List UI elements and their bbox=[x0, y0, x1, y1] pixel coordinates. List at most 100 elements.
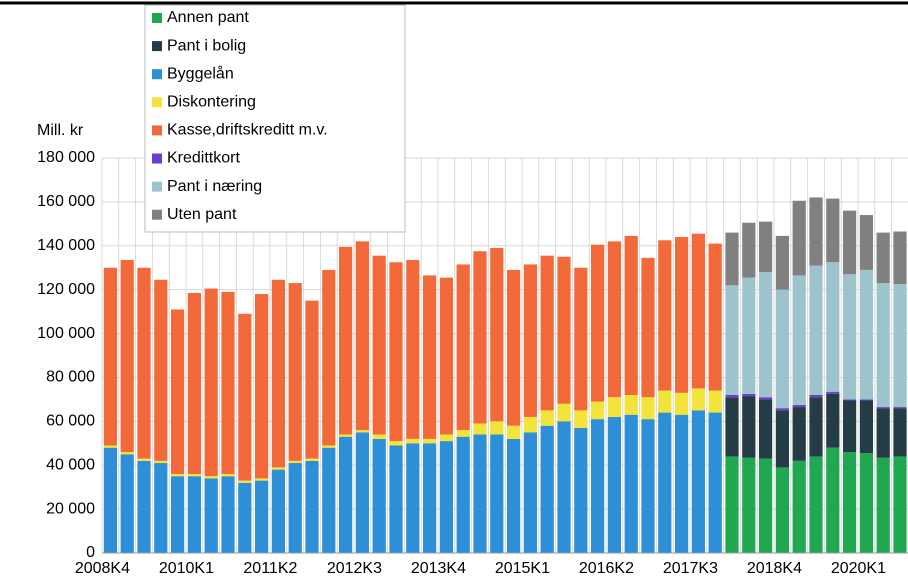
bar-segment bbox=[792, 200, 806, 276]
bar-segment bbox=[389, 445, 403, 553]
bar-segment bbox=[876, 408, 890, 458]
bar-segment bbox=[271, 279, 285, 468]
bar-segment bbox=[809, 197, 823, 266]
bar-segment bbox=[775, 408, 789, 411]
bar-segment bbox=[120, 260, 134, 453]
bar-segment bbox=[389, 441, 403, 446]
bar-segment bbox=[255, 480, 269, 553]
y-tick-label: 80 000 bbox=[46, 369, 95, 386]
bar-segment bbox=[843, 274, 857, 400]
legend-label: Kasse,driftskreditt m.v. bbox=[167, 122, 328, 139]
bar-segment bbox=[658, 412, 672, 553]
y-tick-label: 100 000 bbox=[37, 325, 95, 342]
bar-segment bbox=[843, 210, 857, 275]
bar-segment bbox=[775, 235, 789, 290]
bar-segment bbox=[725, 395, 739, 398]
bar-segment bbox=[490, 434, 504, 553]
bar-segment bbox=[691, 233, 705, 389]
bar-segment bbox=[339, 434, 353, 437]
bar-segment bbox=[523, 264, 537, 417]
bar-segment bbox=[523, 432, 537, 553]
bar-segment bbox=[742, 457, 756, 553]
bar-segment bbox=[792, 460, 806, 553]
bar-segment bbox=[456, 430, 470, 437]
bar-segment bbox=[607, 416, 621, 553]
legend-swatch bbox=[152, 125, 162, 136]
x-tick-label: 2013K4 bbox=[411, 560, 466, 577]
bar-segment bbox=[574, 410, 588, 428]
x-tick-label: 2008K4 bbox=[75, 560, 130, 577]
bar-segment bbox=[221, 474, 235, 477]
y-axis-label: Mill. kr bbox=[37, 122, 84, 139]
bar-segment bbox=[271, 469, 285, 553]
bar-segment bbox=[255, 478, 269, 481]
y-tick-label: 120 000 bbox=[37, 281, 95, 298]
x-tick-label: 2012K3 bbox=[327, 560, 382, 577]
bar-segment bbox=[708, 243, 722, 391]
bar-segment bbox=[406, 443, 420, 553]
bar-segment bbox=[859, 215, 873, 270]
legend-label: Pant i bolig bbox=[167, 37, 246, 54]
bar-segment bbox=[893, 456, 907, 553]
bar-segment bbox=[574, 267, 588, 411]
bar-segment bbox=[826, 393, 840, 448]
x-tick-label: 2017K3 bbox=[663, 560, 718, 577]
bar-segment bbox=[322, 269, 336, 446]
legend-swatch bbox=[152, 97, 162, 108]
bar-segment bbox=[759, 272, 773, 398]
bar-segment bbox=[439, 441, 453, 553]
bar-segment bbox=[372, 438, 386, 553]
bar-segment bbox=[238, 480, 252, 483]
bar-segment bbox=[187, 292, 201, 474]
legend-label: Pant i næring bbox=[167, 178, 262, 195]
bar-segment bbox=[187, 474, 201, 477]
bar-segment bbox=[725, 232, 739, 286]
bar-segment bbox=[843, 399, 857, 401]
bar-segment bbox=[456, 264, 470, 431]
bar-segment bbox=[137, 267, 151, 459]
bar-segment bbox=[103, 267, 117, 446]
bar-segment bbox=[171, 476, 185, 553]
legend-label: Diskontering bbox=[167, 94, 256, 111]
bar-segment bbox=[540, 425, 554, 553]
bar-segment bbox=[809, 265, 823, 395]
bar-segment bbox=[893, 231, 907, 285]
x-tick-label: 2015K1 bbox=[495, 560, 550, 577]
bar-segment bbox=[607, 397, 621, 417]
bar-segment bbox=[591, 419, 605, 553]
bar-segment bbox=[759, 458, 773, 553]
bar-segment bbox=[540, 255, 554, 411]
bar-segment bbox=[708, 412, 722, 553]
legend: Annen pant Pant i bolig Byggelån Diskonteri… bbox=[144, 4, 406, 233]
bar-segment bbox=[742, 396, 756, 458]
x-tick-label: 2016K2 bbox=[579, 560, 634, 577]
bar-segment bbox=[759, 221, 773, 273]
bar-segment bbox=[557, 421, 571, 553]
bar-segment bbox=[843, 400, 857, 453]
legend-swatch bbox=[152, 153, 162, 164]
bar-segment bbox=[120, 454, 134, 553]
x-tick-label: 2011K2 bbox=[243, 560, 297, 577]
bar-segment bbox=[826, 198, 840, 263]
bar-segment bbox=[876, 407, 890, 409]
bar-segment bbox=[523, 416, 537, 433]
bar-segment bbox=[406, 438, 420, 444]
bar-segment bbox=[893, 284, 907, 408]
x-tick-label: 2010K1 bbox=[159, 560, 214, 577]
bar-segment bbox=[355, 241, 369, 431]
legend-swatch bbox=[152, 209, 162, 220]
bar-segment bbox=[221, 476, 235, 553]
bar-segment bbox=[406, 260, 420, 439]
y-tick-label: 40 000 bbox=[46, 456, 95, 473]
bar-segment bbox=[171, 309, 185, 474]
bar-segment bbox=[641, 257, 655, 398]
bar-segment bbox=[658, 240, 672, 391]
bar-segment bbox=[859, 453, 873, 553]
bar-segment bbox=[809, 456, 823, 553]
bar-segment bbox=[540, 410, 554, 426]
y-tick-label: 140 000 bbox=[37, 237, 95, 254]
bar-segment bbox=[759, 397, 773, 400]
legend-swatch bbox=[152, 69, 162, 80]
plot: 0 20 000 40 000 60 000 80 000 100 000 120 000 1… bbox=[37, 149, 908, 577]
